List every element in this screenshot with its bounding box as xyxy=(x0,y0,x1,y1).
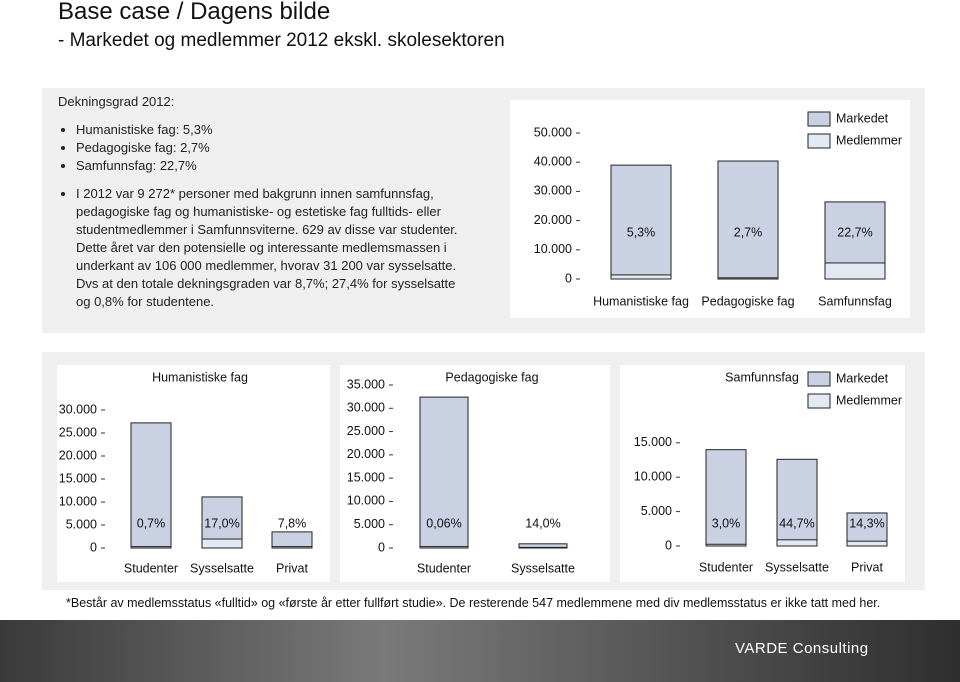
x-tick-label: Humanistiske fag xyxy=(593,294,689,308)
x-tick-label: Pedagogiske fag xyxy=(701,294,794,308)
y-tick-label: 10.000 xyxy=(634,469,672,483)
slide-title: Base case / Dagens bilde xyxy=(58,0,331,25)
bar xyxy=(201,538,243,549)
data-label: 14,0% xyxy=(525,516,560,530)
data-label: 2,7% xyxy=(734,225,763,239)
bullet: Humanistiske fag: 5,3% xyxy=(76,121,468,139)
logo: VARDE Consulting xyxy=(735,640,869,657)
bar xyxy=(518,546,568,549)
chart-title: Humanistiske fag xyxy=(152,370,248,384)
legend-swatch xyxy=(807,133,831,149)
bar xyxy=(824,262,886,280)
x-tick-label: Privat xyxy=(851,560,883,574)
legend-swatch xyxy=(807,371,831,387)
legend-swatch xyxy=(807,393,831,409)
paragraph: I 2012 var 9 272* personer med bakgrunn … xyxy=(76,185,468,311)
y-tick-label: 10.000 xyxy=(347,494,385,508)
x-tick-label: Privat xyxy=(276,561,308,575)
y-tick-label: 5.000 xyxy=(66,517,97,531)
bar xyxy=(846,512,888,547)
y-tick-label: 20.000 xyxy=(59,448,97,462)
y-tick-label: 0 xyxy=(378,540,385,554)
x-tick-label: Studenter xyxy=(417,561,471,575)
y-tick-label: 0 xyxy=(90,540,97,554)
bar xyxy=(271,546,313,549)
footnote: *Består av medlemsstatus «fulltid» og «f… xyxy=(66,596,881,610)
y-tick-label: 30.000 xyxy=(59,402,97,416)
x-tick-label: Sysselsatte xyxy=(765,560,829,574)
slide-subtitle: - Markedet og medlemmer 2012 ekskl. skol… xyxy=(58,30,505,51)
bar xyxy=(776,458,818,547)
x-tick-label: Sysselsatte xyxy=(190,561,254,575)
chart-title: Samfunnsfag xyxy=(725,370,799,384)
bar xyxy=(419,546,469,549)
y-tick-label: 0 xyxy=(565,271,572,285)
legend-label: Medlemmer xyxy=(836,133,902,147)
y-tick-label: 10.000 xyxy=(59,494,97,508)
bar xyxy=(705,449,747,547)
y-tick-label: 15.000 xyxy=(347,470,385,484)
y-tick-label: 15.000 xyxy=(59,471,97,485)
y-tick-label: 25.000 xyxy=(347,424,385,438)
legend-swatch xyxy=(807,111,831,127)
bar xyxy=(610,164,672,280)
y-tick-label: 5.000 xyxy=(641,504,672,518)
y-tick-label: 15.000 xyxy=(634,435,672,449)
y-tick-label: 0 xyxy=(665,538,672,552)
y-tick-label: 10.000 xyxy=(534,242,572,256)
data-label: 5,3% xyxy=(627,225,656,239)
bullet-list: Humanistiske fag: 5,3% Pedagogiske fag: … xyxy=(58,121,468,175)
y-tick-label: 20.000 xyxy=(347,447,385,461)
bullet: Samfunnsfag: 22,7% xyxy=(76,157,468,175)
y-tick-label: 20.000 xyxy=(534,213,572,227)
charts: 0 10.000 20.000 30.000 40.000 50.000 Humanisti… xyxy=(57,100,910,582)
bar xyxy=(610,274,672,280)
y-tick-label: 35.000 xyxy=(347,377,385,391)
data-label: 44,7% xyxy=(779,516,814,530)
bullet: Pedagogiske fag: 2,7% xyxy=(76,139,468,157)
data-label: 3,0% xyxy=(712,516,741,530)
bar xyxy=(717,160,779,280)
legend-label: Medlemmer xyxy=(836,393,902,407)
data-label: 0,7% xyxy=(137,516,166,530)
chart-title: Pedagogiske fag xyxy=(445,370,538,384)
y-tick-label: 5.000 xyxy=(354,517,385,531)
legend-label: Markedet xyxy=(836,111,889,125)
y-tick-label: 30.000 xyxy=(534,184,572,198)
data-label: 0,06% xyxy=(426,516,461,530)
y-tick-label: 25.000 xyxy=(59,425,97,439)
x-tick-label: Sysselsatte xyxy=(511,561,575,575)
data-label: 22,7% xyxy=(837,225,872,239)
data-label: 14,3% xyxy=(849,516,884,530)
footer-band xyxy=(0,620,960,682)
bar xyxy=(705,543,747,547)
bar xyxy=(846,540,888,547)
bar xyxy=(271,531,313,549)
y-tick-label: 50.000 xyxy=(534,125,572,139)
bar xyxy=(130,546,172,549)
data-label: 7,8% xyxy=(278,516,307,530)
text-box: Dekningsgrad 2012: Humanistiske fag: 5,3… xyxy=(58,94,468,311)
y-tick-label: 40.000 xyxy=(534,154,572,168)
bar xyxy=(717,277,779,280)
text-heading: Dekningsgrad 2012: xyxy=(58,94,175,109)
x-tick-label: Studenter xyxy=(124,561,178,575)
x-tick-label: Samfunnsfag xyxy=(818,294,892,308)
data-label: 17,0% xyxy=(204,516,239,530)
x-tick-label: Studenter xyxy=(699,560,753,574)
y-tick-label: 30.000 xyxy=(347,401,385,415)
chart-bg xyxy=(57,365,330,582)
bar xyxy=(776,539,818,547)
legend-label: Markedet xyxy=(836,371,889,385)
paragraph-list: I 2012 var 9 272* personer med bakgrunn … xyxy=(58,185,468,311)
bar xyxy=(419,396,469,549)
